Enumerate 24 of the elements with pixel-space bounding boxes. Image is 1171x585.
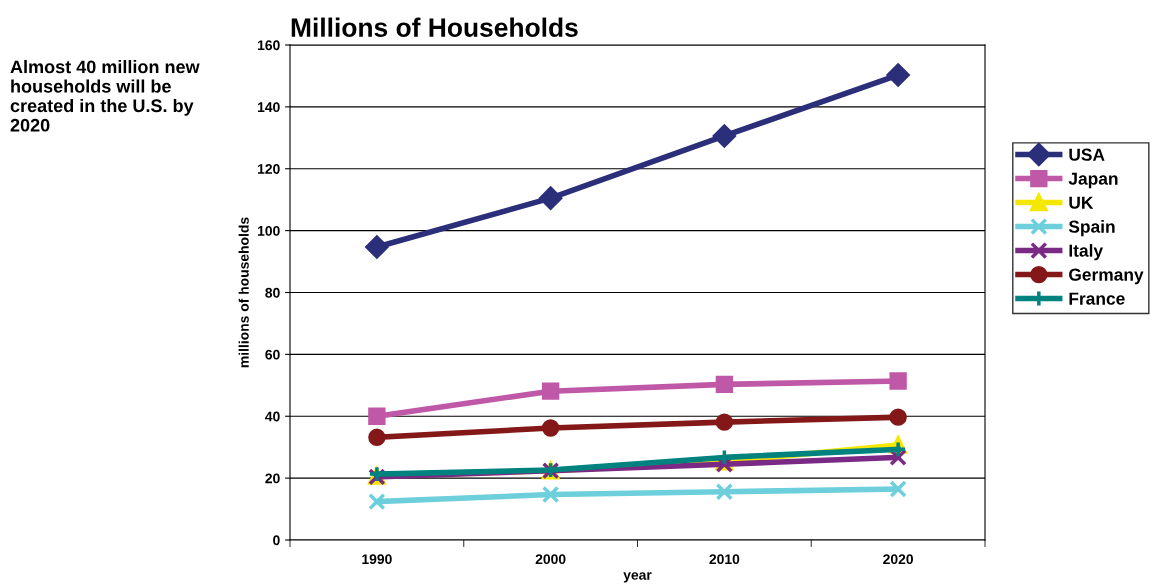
y-tick-label: 0 [273, 535, 280, 546]
x-axis-title: year [623, 572, 652, 583]
x-tick-label: 2000 [535, 554, 566, 565]
y-tick-label: 140 [257, 102, 280, 113]
legend-label: Japan [1068, 172, 1118, 189]
x-tick-label: 1990 [362, 554, 392, 565]
legend-label: USA [1069, 148, 1105, 161]
legend-label: Italy [1069, 244, 1103, 261]
y-tick-label: 20 [265, 473, 280, 484]
legend-label: UK [1069, 196, 1094, 209]
y-tick-label: 160 [257, 40, 280, 51]
y-axis-title: millions of households [238, 217, 249, 368]
y-tick-label: 40 [265, 411, 280, 422]
chart-title: Millions of Households [291, 17, 578, 37]
y-tick-label: 80 [265, 287, 280, 298]
y-tick-label: 60 [265, 349, 280, 360]
text: Almost 40 million new households will be created in the U.S. by 2020 [10, 60, 200, 132]
legend-label: Spain [1068, 220, 1115, 237]
x-tick-label: 2010 [709, 554, 740, 565]
legend-label: Germany [1069, 268, 1144, 285]
y-tick-label: 100 [257, 225, 280, 236]
legend-label: France [1069, 292, 1125, 305]
x-tick-label: 2020 [883, 554, 914, 565]
y-tick-label: 120 [257, 164, 280, 174]
